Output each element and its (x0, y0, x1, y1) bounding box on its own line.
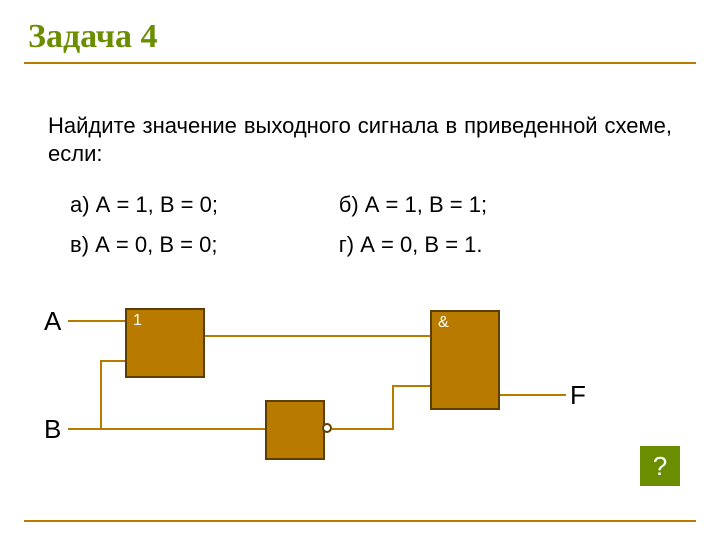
case-a: а) А = 1, В = 0; (70, 186, 337, 224)
wire-or-to-and (205, 335, 430, 337)
input-a-label: А (44, 306, 61, 337)
or-gate-label: 1 (133, 312, 142, 329)
help-button[interactable]: ? (640, 446, 680, 486)
and-gate-label: & (438, 314, 449, 331)
bottom-rule (24, 520, 696, 522)
not-gate (265, 400, 325, 460)
wire-a-to-or (68, 320, 125, 322)
cases-table: а) А = 1, В = 0; б) А = 1, В = 1; в) А =… (68, 184, 628, 266)
input-b-label: В (44, 414, 61, 445)
case-v: в) А = 0, В = 0; (70, 226, 337, 264)
logic-diagram: А В F 1 & ? (0, 290, 720, 530)
case-b: б) А = 1, В = 1; (339, 186, 626, 224)
problem-text: Найдите значение выходного сигнала в при… (48, 112, 672, 167)
wire-b-horizontal (68, 428, 265, 430)
wire-not-up (392, 385, 394, 430)
case-g: г) А = 0, В = 1. (339, 226, 626, 264)
wire-not-horizontal (332, 428, 394, 430)
wire-not-into-and (392, 385, 430, 387)
and-gate: & (430, 310, 500, 410)
not-bubble-icon (322, 423, 332, 433)
output-f-label: F (570, 380, 586, 411)
wire-b-into-or (100, 360, 125, 362)
or-gate: 1 (125, 308, 205, 378)
title-underline (24, 62, 696, 64)
wire-and-to-f (500, 394, 566, 396)
page-title: Задача 4 (28, 18, 157, 56)
wire-b-up-to-or (100, 360, 102, 430)
